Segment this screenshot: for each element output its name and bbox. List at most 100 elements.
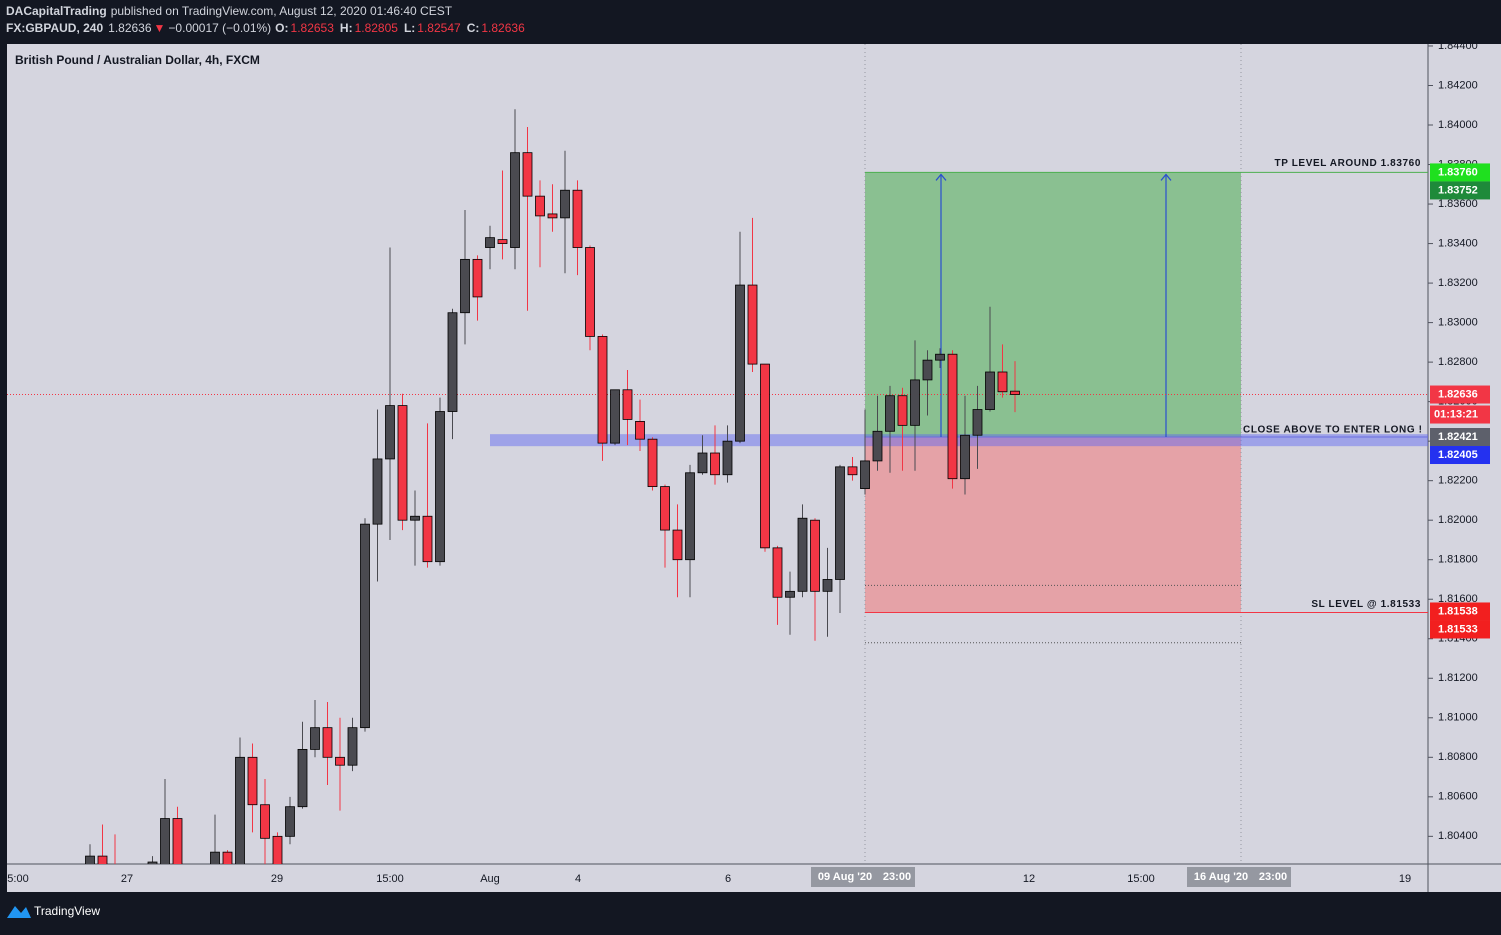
arrow-head [935,173,947,181]
candle-body [147,861,158,864]
countdown: 01:13:21 [1434,408,1478,420]
time-tag [1187,867,1291,887]
author: DACapitalTrading [6,4,107,18]
y-tick-label: 1.82800 [1438,356,1478,368]
candle-body [360,523,370,729]
candle-body [847,466,858,476]
candle-body [722,440,733,476]
candle-body [1010,390,1020,395]
y-tick-label: 1.80800 [1438,751,1478,763]
candle-body [872,430,883,462]
candle-body [472,258,483,298]
symbol: FX:GBPAUD, 240 [6,21,103,35]
entry-note: CLOSE ABOVE TO ENTER LONG ! [1243,425,1423,436]
time-tag [811,867,915,887]
x-tick-label: 15:00 [1127,873,1155,885]
candle-body [397,405,408,521]
c-value: 1.82636 [481,21,525,35]
price-tag-label: 1.82405 [1438,449,1478,461]
sl-note: SL LEVEL @ 1.81533 [1311,599,1421,610]
brand: TradingView [34,904,100,918]
candle-body [997,371,1008,393]
candle-body [947,353,958,480]
left-edge [0,44,7,892]
y-tick-label: 1.81800 [1438,554,1478,566]
candle-body [985,371,995,410]
candle-body [222,851,233,864]
tp-note: TP LEVEL AROUND 1.83760 [1275,158,1421,169]
x-tick-label: Aug [480,873,500,885]
candle-body [610,389,620,444]
price-tag-label: 1.83752 [1438,184,1478,196]
profit-zone [865,172,1241,438]
candle-body [85,855,95,864]
candle-body [272,835,283,864]
x-tick-label: 29 [271,873,283,885]
price-tag-label: 1.83760 [1438,166,1478,178]
price-tag [1430,385,1490,404]
candle-body [485,237,495,248]
y-tick-label: 1.84000 [1438,119,1478,131]
candle-body [410,515,420,521]
published: published on TradingView.com, August 12,… [111,4,453,18]
c-label: C: [467,21,480,35]
price-tag [1430,602,1490,621]
candle-body [160,818,170,864]
header-line-1: DACapitalTrading published on TradingView… [6,4,453,18]
candle-body [822,579,833,592]
candle-body [510,152,520,248]
candle-body [285,806,295,837]
candle-body [747,284,758,365]
l-label: L: [404,21,415,35]
candle-body [447,312,458,412]
candle-body [210,851,220,864]
candle-body [297,748,308,808]
time-tag-date: 09 Aug '20 [818,871,872,883]
x-tick-label: 5:00 [7,873,28,885]
candle-body [247,756,258,806]
time-tag-date: 16 Aug '20 [1194,871,1248,883]
price-tag [1430,446,1490,465]
y-tick-label: 1.81000 [1438,712,1478,724]
candle-body [385,405,395,460]
x-tick-label: 19 [1399,873,1411,885]
time-tag-time: 23:00 [883,871,911,883]
price-tag-label: 1.82421 [1438,431,1478,443]
y-tick-label: 1.84400 [1438,40,1478,52]
y-tick-label: 1.83000 [1438,317,1478,329]
candle-body [972,409,983,436]
candle-body [585,247,595,337]
candle-body [935,353,945,361]
entry-band [490,434,1428,447]
loss-zone [865,437,1241,613]
candle-body [960,434,970,480]
candle-body [322,727,333,758]
l-value: 1.82547 [417,21,461,35]
y-tick-label: 1.81600 [1438,593,1478,605]
candle-body [597,336,608,444]
candle-body [335,756,345,766]
plot-area [7,44,1428,864]
x-tick-label: 4 [575,873,581,885]
candle-body [310,727,320,750]
candle-body [885,395,895,432]
y-tick-label: 1.80400 [1438,830,1478,842]
arrow: ▼ [154,21,166,35]
o-value: 1.82653 [291,21,335,35]
time-tag-time: 23:00 [1259,871,1287,883]
candle-body [760,363,770,549]
countdown-tag [1430,405,1490,424]
candle-body [860,460,870,489]
candle-body [647,438,658,488]
x-tick-label: 6 [725,873,731,885]
y-tick-label: 1.82200 [1438,475,1478,487]
h-label: H: [340,21,353,35]
candle-body [260,804,270,839]
last-price: 1.82636 [108,21,152,35]
candle-body [560,189,570,219]
logo [7,906,31,918]
candle-body [810,519,820,592]
price-tag [1430,181,1490,200]
